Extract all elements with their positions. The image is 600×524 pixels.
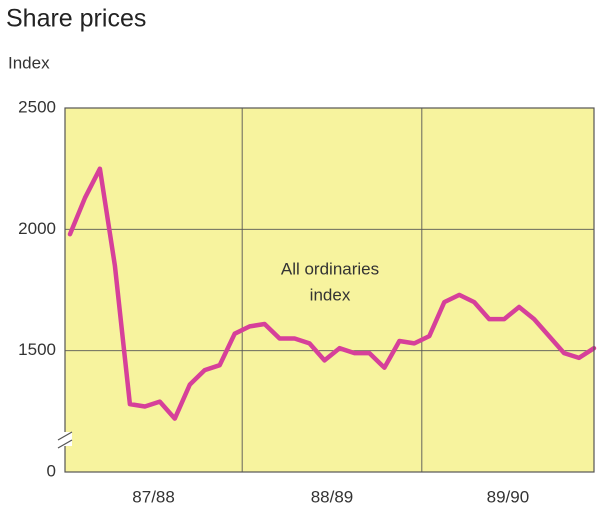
- x-tick-label: 87/88: [132, 487, 175, 506]
- y-axis-label: Index: [8, 53, 50, 72]
- y-tick-label: 2500: [18, 97, 56, 116]
- break-line: [57, 431, 73, 441]
- chart-title: Share prices: [6, 5, 146, 33]
- plot-frame: [64, 107, 595, 473]
- y-tick-label: 2000: [18, 219, 56, 238]
- break-line: [57, 439, 73, 449]
- x-tick-label: 88/89: [311, 487, 354, 506]
- plot-background: [65, 108, 594, 472]
- annotation: All ordinaries: [281, 259, 379, 278]
- y-tick-label: 0: [47, 461, 56, 480]
- x-tick-label: 89/90: [487, 487, 530, 506]
- line: [67, 166, 597, 421]
- y-tick-label: 1500: [18, 340, 56, 359]
- annotation: index: [310, 285, 351, 304]
- axis-break: [57, 431, 73, 449]
